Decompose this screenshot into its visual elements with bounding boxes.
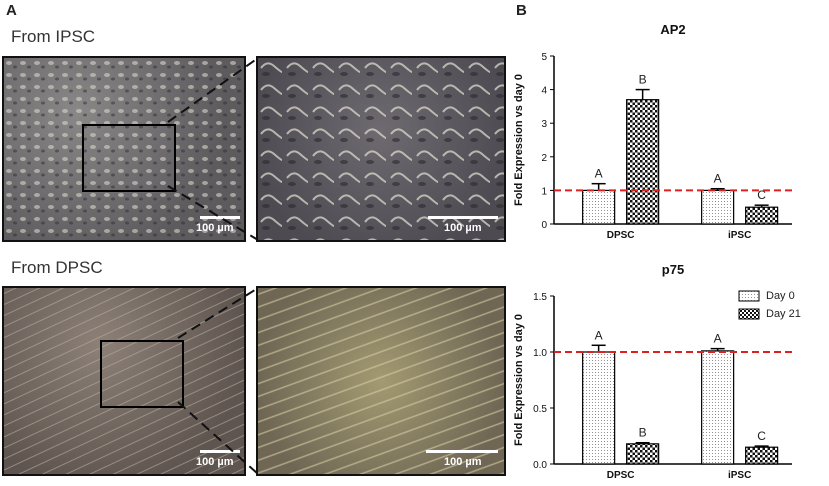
y-tick-label: 1.0	[533, 348, 547, 359]
x-tick-label: DPSC	[607, 230, 635, 241]
x-tick-label: iPSC	[728, 470, 751, 481]
scale-label: 100 µm	[444, 222, 482, 234]
chart-title: AP2	[660, 22, 685, 37]
panel-label-a: A	[6, 2, 17, 19]
legend-label-day21: Day 21	[766, 308, 801, 320]
micrograph-dpsc-overview: 100 µm	[2, 286, 246, 476]
scale-label: 100 µm	[196, 222, 234, 234]
bar-chart-ap2: AP2 Fold Expression vs day 0 0 1 2 3 4 5 A B DPSC A…	[513, 22, 792, 241]
legend: Day 0 Day 21	[738, 290, 801, 320]
significance-letter: A	[714, 332, 722, 346]
legend-swatch-day0	[738, 290, 760, 302]
bar-ipsc-day21	[745, 206, 779, 225]
y-tick-label: 2	[541, 153, 547, 164]
significance-letter: B	[639, 73, 647, 87]
bar-dpsc-day21	[626, 443, 660, 465]
bar-chart-p75: p75 Fold Expression vs day 0 0.0 0.5 1.0 1.5 A…	[513, 262, 792, 481]
chart-title: p75	[662, 262, 684, 277]
micrograph-dpsc-zoom: 100 µm	[256, 286, 506, 476]
legend-label-day0: Day 0	[766, 290, 795, 302]
cell-texture-dpsc	[4, 288, 244, 474]
significance-letter: C	[757, 429, 766, 443]
scale-bar	[426, 450, 498, 453]
bar-dpsc-day21	[626, 99, 660, 225]
micrograph-ipsc-zoom: 100 µm	[256, 56, 506, 242]
y-tick-label: 5	[541, 52, 547, 63]
zoom-box-dpsc	[100, 340, 184, 408]
row-title-dpsc: From DPSC	[11, 258, 103, 277]
bar-ipsc-day21	[745, 446, 779, 465]
scale-label: 100 µm	[444, 456, 482, 468]
bar-dpsc-day0	[582, 189, 616, 225]
y-tick-label: 1.5	[533, 292, 547, 303]
x-tick-label: DPSC	[607, 470, 635, 481]
bar-dpsc-day0	[582, 351, 616, 465]
y-axis-label: Fold Expression vs day 0	[513, 74, 525, 206]
cell-texture-dpsc-zoom	[258, 288, 504, 474]
y-tick-label: 0.5	[533, 404, 547, 415]
y-tick-label: 0	[541, 220, 547, 231]
micrograph-ipsc-overview: 100 µm	[2, 56, 246, 242]
significance-letter: A	[595, 328, 603, 342]
cell-texture-ipsc	[4, 58, 244, 240]
y-tick-label: 3	[541, 119, 547, 130]
bar-ipsc-day0	[701, 350, 735, 465]
cell-texture-ipsc-zoom	[258, 58, 504, 240]
legend-item-day21: Day 21	[738, 308, 801, 320]
significance-letter: B	[639, 426, 647, 440]
row-title-ipsc: From IPSC	[11, 27, 96, 46]
scale-bar	[428, 216, 498, 219]
y-tick-label: 0.0	[533, 460, 547, 471]
y-axis-label: Fold Expression vs day 0	[513, 314, 525, 446]
legend-item-day0: Day 0	[738, 290, 801, 302]
significance-letter: C	[757, 188, 766, 202]
y-tick-label: 1	[541, 186, 547, 197]
bar-ipsc-day0	[701, 189, 735, 225]
zoom-box-ipsc	[82, 124, 176, 192]
panel-label-b: B	[516, 2, 527, 19]
scale-bar	[200, 216, 240, 219]
x-tick-label: iPSC	[728, 230, 751, 241]
significance-letter: A	[595, 167, 603, 181]
scale-bar	[200, 450, 240, 453]
significance-letter: A	[714, 172, 722, 186]
y-tick-label: 4	[541, 86, 547, 97]
scale-label: 100 µm	[196, 456, 234, 468]
legend-swatch-day21	[738, 308, 760, 320]
